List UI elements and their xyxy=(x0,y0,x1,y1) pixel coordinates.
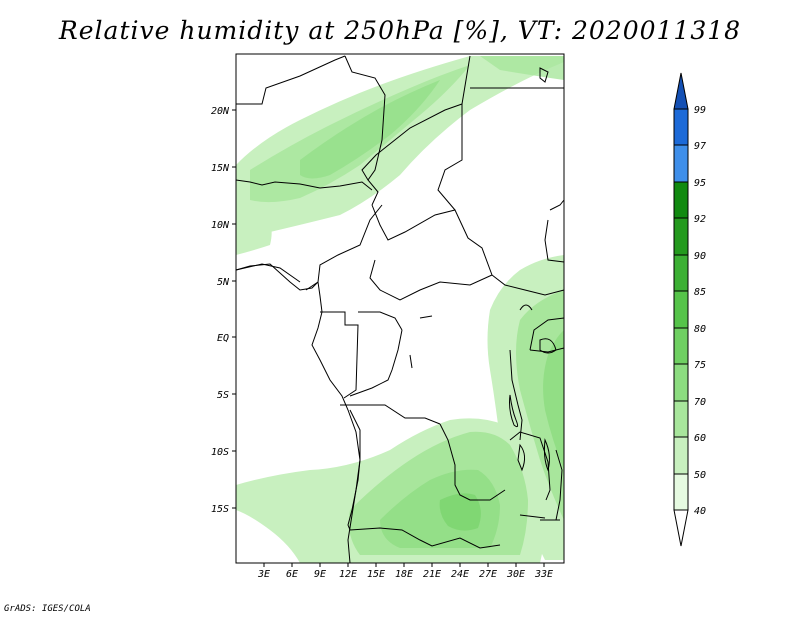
lon-tick-label: 24E xyxy=(451,569,469,580)
lon-tick-label: 9E xyxy=(314,569,326,580)
colorbar-label: 50 xyxy=(694,470,706,481)
lon-tick-label: 12E xyxy=(339,569,357,580)
lat-tick-label: 20N xyxy=(211,106,230,117)
lat-tick-label: 10N xyxy=(211,220,230,231)
colorbar-segment xyxy=(673,473,689,511)
lon-tick-label: 6E xyxy=(286,569,298,580)
colorbar-label: 92 xyxy=(694,214,706,225)
lon-tick-label: 15E xyxy=(367,569,385,580)
colorbar-label: 80 xyxy=(694,324,706,335)
lat-tick-label: 15S xyxy=(211,504,229,515)
colorbar-label: 75 xyxy=(694,360,706,371)
colorbar-label: 85 xyxy=(694,287,706,298)
colorbar-upper-tip xyxy=(673,72,689,110)
colorbar-segment xyxy=(673,144,689,183)
colorbar-segment xyxy=(673,181,689,219)
colorbar-segment xyxy=(673,290,689,329)
map-frame xyxy=(235,53,565,564)
longitude-labels: 3E 6E 9E 12E 15E 18E 21E 24E 27E 30E 33E xyxy=(257,569,553,580)
latitude-tick-marks xyxy=(232,109,236,509)
longitude-tick-marks xyxy=(263,563,545,567)
colorbar: 40 50 60 70 75 80 85 90 92 95 97 99 xyxy=(673,72,706,547)
lat-tick-label: 5N xyxy=(217,277,230,288)
colorbar-segment xyxy=(673,217,689,256)
lat-tick-label: 10S xyxy=(211,447,229,458)
colorbar-label: 90 xyxy=(694,251,706,262)
colorbar-label: 60 xyxy=(694,433,706,444)
lon-tick-label: 30E xyxy=(506,569,525,580)
colorbar-segment xyxy=(673,327,689,365)
grads-credit: GrADS: IGES/COLA xyxy=(4,604,91,614)
lon-tick-label: 21E xyxy=(423,569,441,580)
coastlines xyxy=(235,67,563,564)
lon-tick-label: 18E xyxy=(395,569,413,580)
lon-tick-label: 3E xyxy=(257,569,270,580)
colorbar-label: 70 xyxy=(694,397,706,408)
country-borders xyxy=(235,55,565,549)
colorbar-segment xyxy=(673,254,689,292)
latitude-labels: 20N 15N 10N 5N EQ 5S 10S 15S xyxy=(211,106,230,515)
lat-tick-label: EQ xyxy=(217,333,229,344)
colorbar-label: 99 xyxy=(694,105,706,116)
colorbar-segment xyxy=(673,400,689,438)
lon-tick-label: 27E xyxy=(479,569,497,580)
lat-tick-label: 5S xyxy=(217,390,229,401)
colorbar-segment xyxy=(673,363,689,402)
colorbar-label: 97 xyxy=(694,141,706,152)
colorbar-segment xyxy=(673,108,689,146)
humidity-shading xyxy=(236,56,564,563)
chart-title: Relative humidity at 250hPa [%], VT: 202… xyxy=(58,16,742,45)
colorbar-label: 40 xyxy=(694,506,706,517)
lat-tick-label: 15N xyxy=(211,163,230,174)
lon-tick-label: 33E xyxy=(534,569,553,580)
colorbar-lower-tip xyxy=(673,509,689,547)
colorbar-segment xyxy=(673,436,689,475)
colorbar-label: 95 xyxy=(694,178,706,189)
